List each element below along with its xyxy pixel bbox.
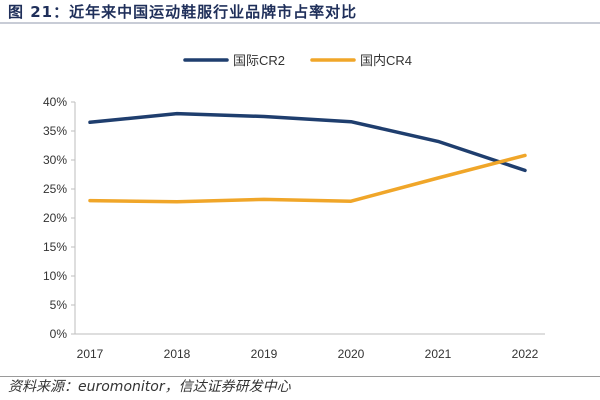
legend-label-domestic-cr4: 国内CR4	[360, 53, 412, 68]
title-divider	[0, 22, 600, 24]
x-tick-label: 2022	[512, 347, 539, 361]
chart-area: 0% 5% 10% 15% 20% 25% 30% 35% 40% 2017 2018 2019 202…	[0, 26, 600, 376]
y-tick-label: 0%	[50, 327, 68, 341]
series-line-domestic-cr4	[88, 153, 527, 204]
line-chart: 0% 5% 10% 15% 20% 25% 30% 35% 40% 2017 2018 2019 202…	[43, 53, 545, 361]
x-tick-label: 2017	[77, 347, 104, 361]
y-tick-label: 30%	[43, 153, 67, 167]
x-tick-label: 2021	[425, 347, 452, 361]
y-tick-label: 5%	[50, 298, 68, 312]
x-tick-label: 2018	[164, 347, 191, 361]
source-note: 资料来源：euromonitor，信达证券研发中心	[8, 379, 291, 395]
legend-label-international-cr2: 国际CR2	[233, 53, 285, 68]
figure-title: 图 21：近年来中国运动鞋服行业品牌市占率对比	[8, 2, 358, 21]
y-tick-label: 35%	[43, 124, 67, 138]
source-divider	[0, 376, 600, 377]
y-tick-label: 10%	[43, 269, 67, 283]
y-tick-label: 20%	[43, 211, 67, 225]
y-tick-label: 40%	[43, 95, 67, 109]
x-tick-label: 2020	[338, 347, 365, 361]
series-line-international-cr2	[88, 111, 527, 173]
y-tick-label: 15%	[43, 240, 67, 254]
x-tick-label: 2019	[251, 347, 278, 361]
y-tick-label: 25%	[43, 182, 67, 196]
